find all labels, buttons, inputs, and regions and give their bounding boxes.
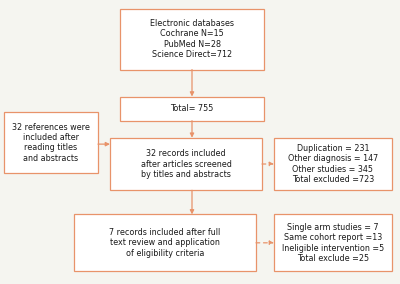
FancyBboxPatch shape [120,97,264,121]
Text: 7 records included after full
text review and application
of eligibility criteri: 7 records included after full text revie… [109,228,221,258]
Text: Total= 755: Total= 755 [170,104,214,113]
Text: 32 records included
after articles screened
by titles and abstracts: 32 records included after articles scree… [140,149,232,179]
FancyBboxPatch shape [4,112,98,173]
Text: Single arm studies = 7
Same cohort report =13
Ineligible intervention =5
Total e: Single arm studies = 7 Same cohort repor… [282,223,384,263]
FancyBboxPatch shape [74,214,256,271]
FancyBboxPatch shape [110,138,262,190]
Text: Electronic databases
Cochrane N=15
PubMed N=28
Science Direct=712: Electronic databases Cochrane N=15 PubMe… [150,19,234,59]
Text: Duplication = 231
Other diagnosis = 147
Other studies = 345
Total excluded =723: Duplication = 231 Other diagnosis = 147 … [288,144,378,184]
Text: 32 references were
included after
reading titles
and abstracts: 32 references were included after readin… [12,123,90,163]
FancyBboxPatch shape [274,214,392,271]
FancyBboxPatch shape [274,138,392,190]
FancyBboxPatch shape [120,9,264,70]
